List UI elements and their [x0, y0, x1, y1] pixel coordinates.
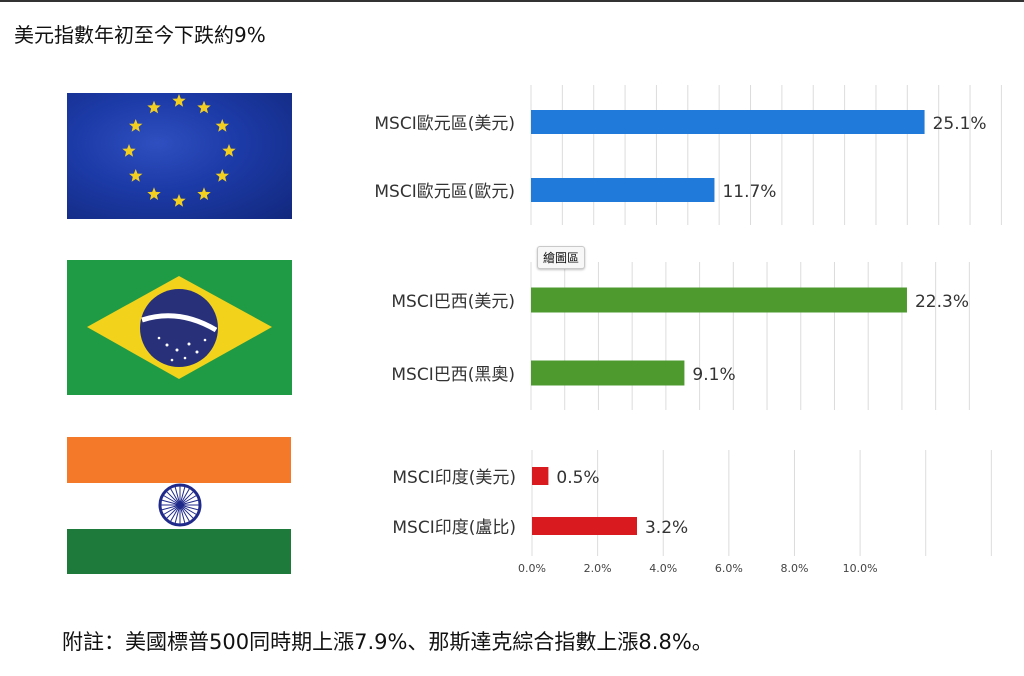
category-label: MSCI印度(盧比): [392, 518, 516, 538]
bar[interactable]: [532, 517, 637, 535]
star-icon: [129, 169, 143, 182]
x-tick-label: 6.0%: [715, 562, 743, 575]
star-icon: [122, 144, 136, 157]
star-icon: [215, 119, 229, 132]
category-label: MSCI歐元區(歐元): [374, 182, 515, 202]
bar[interactable]: [531, 110, 925, 134]
star-icon: [215, 169, 229, 182]
eu-stars-icon: [122, 94, 236, 207]
value-label: 11.7%: [722, 182, 776, 202]
value-label: 9.1%: [692, 365, 735, 385]
x-tick-label: 8.0%: [781, 562, 809, 575]
star-icon: [147, 187, 161, 200]
x-tick-label: 2.0%: [584, 562, 612, 575]
category-label: MSCI印度(美元): [392, 468, 516, 488]
star-icon: [172, 94, 186, 107]
india-flag-saffron: [67, 437, 291, 483]
bar[interactable]: [531, 178, 715, 202]
india-flag: [67, 437, 291, 574]
category-label: MSCI歐元區(美元): [374, 114, 515, 134]
star-icon: [197, 100, 211, 114]
ashoka-chakra-icon: [158, 483, 202, 527]
india-flag-green: [67, 529, 291, 574]
x-tick-label: 4.0%: [649, 562, 677, 575]
eu-flag: [67, 93, 292, 219]
footnote: 附註：美國標普500同時期上漲7.9%、那斯達克綜合指數上漲8.8%。: [62, 630, 713, 654]
bar[interactable]: [531, 287, 907, 313]
star-icon: [129, 119, 143, 132]
bar[interactable]: [532, 467, 549, 485]
value-label: 25.1%: [933, 114, 987, 134]
x-tick-label: 10.0%: [843, 562, 878, 575]
page-title: 美元指數年初至今下跌約9%: [14, 23, 266, 47]
x-tick-label: 0.0%: [518, 562, 546, 575]
star-icon: [147, 100, 161, 114]
star-icon: [197, 187, 211, 200]
value-label: 22.3%: [915, 292, 969, 312]
bar[interactable]: [531, 360, 685, 386]
brazil-flag: [67, 260, 292, 395]
category-label: MSCI巴西(美元): [391, 292, 515, 312]
top-rule: [0, 0, 1024, 2]
brazil-emblem-icon: [87, 276, 272, 379]
star-icon: [172, 194, 186, 207]
value-label: 3.2%: [645, 518, 688, 538]
category-label: MSCI巴西(黑奧): [391, 365, 515, 385]
tooltip: 繪圖區: [537, 246, 586, 269]
value-label: 0.5%: [556, 468, 599, 488]
star-icon: [222, 144, 236, 157]
